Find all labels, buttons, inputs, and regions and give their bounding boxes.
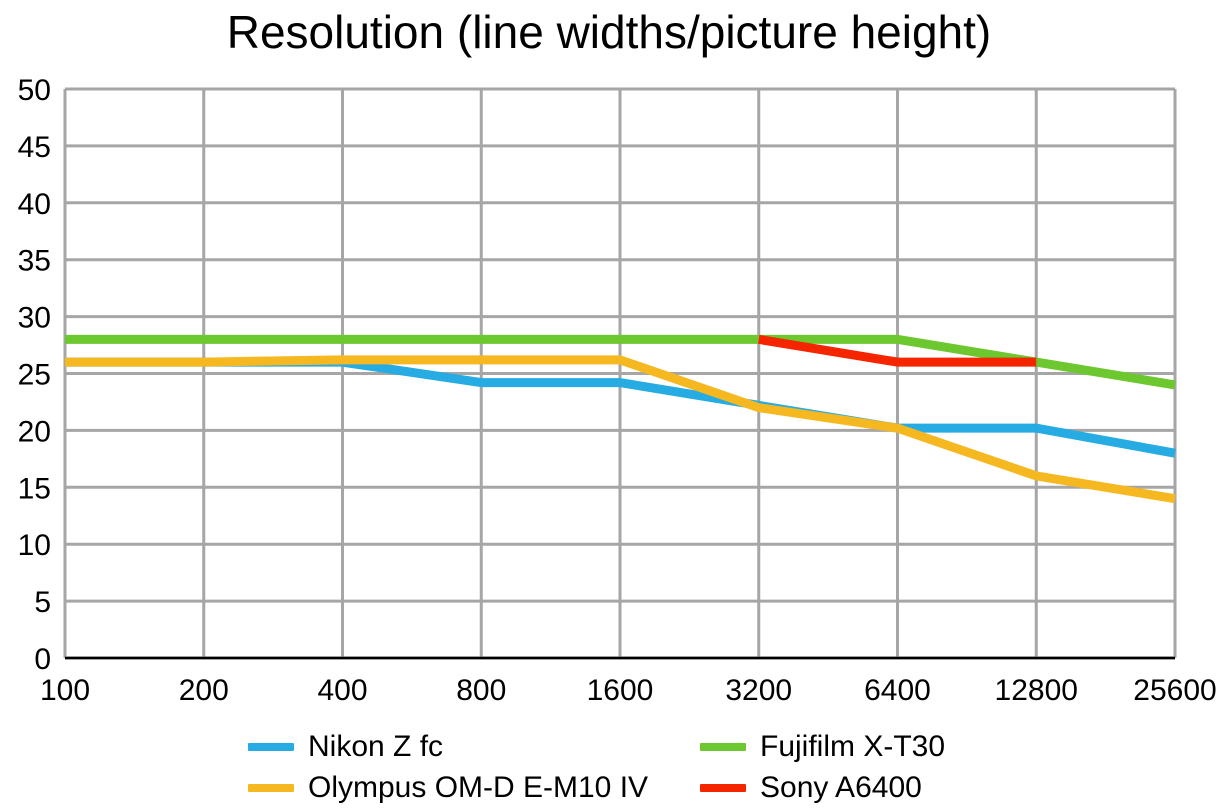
x-axis-tick-label: 6400 <box>864 674 931 707</box>
y-axis-tick-labels: 0 5 10 15 20 25 30 35 40 45 50 <box>18 74 51 676</box>
series-line <box>65 334 1176 390</box>
legend-label-olympus: Olympus OM-D E-M10 IV <box>308 770 649 804</box>
legend-item-sony[interactable]: Sony A6400 <box>700 767 988 808</box>
y-axis-tick-label: 10 <box>18 529 51 562</box>
chart-title: Resolution (line widths/picture height) <box>226 6 992 58</box>
x-axis-tick-label: 400 <box>317 674 367 707</box>
x-axis-tick-label: 200 <box>179 674 229 707</box>
x-axis-tick-label: 800 <box>456 674 506 707</box>
gridlines <box>63 87 1177 660</box>
legend-label-sony: Sony A6400 <box>760 770 922 804</box>
x-axis-tick-label: 1600 <box>587 674 654 707</box>
y-axis-tick-label: 0 <box>34 643 51 676</box>
legend-item-fujifilm[interactable]: Fujifilm X-T30 <box>700 726 988 767</box>
y-axis-tick-label: 35 <box>18 245 51 278</box>
y-axis-tick-label: 30 <box>18 302 51 335</box>
legend-item-olympus[interactable]: Olympus OM-D E-M10 IV <box>248 767 700 808</box>
y-axis-tick-label: 15 <box>18 472 51 505</box>
chart-legend: Nikon Z fc Fujifilm X-T30 Olympus OM-D E… <box>248 726 988 808</box>
y-axis-tick-label: 5 <box>34 586 51 619</box>
x-axis-tick-label: 3200 <box>725 674 792 707</box>
legend-swatch-olympus-icon <box>248 783 294 792</box>
x-axis-tick-label: 25600 <box>1133 674 1216 707</box>
series-lines <box>65 334 1176 504</box>
series-line <box>65 355 1176 504</box>
y-axis-tick-label: 50 <box>18 74 51 107</box>
x-axis-tick-label: 100 <box>40 674 90 707</box>
x-axis-tick-labels: 100 200 400 800 1600 3200 6400 12800 25600 <box>40 674 1217 707</box>
legend-swatch-sony-icon <box>700 783 746 792</box>
legend-swatch-nikon-icon <box>248 742 294 751</box>
legend-swatch-fujifilm-icon <box>700 742 746 751</box>
y-axis-tick-label: 45 <box>18 131 51 164</box>
y-axis-tick-label: 20 <box>18 415 51 448</box>
legend-label-fujifilm: Fujifilm X-T30 <box>760 729 946 763</box>
x-axis-tick-label: 12800 <box>995 674 1078 707</box>
series-line <box>758 334 1037 367</box>
y-axis-tick-label: 25 <box>18 359 51 392</box>
y-axis-tick-label: 40 <box>18 188 51 221</box>
legend-label-nikon: Nikon Z fc <box>308 729 444 763</box>
legend-item-nikon[interactable]: Nikon Z fc <box>248 726 700 767</box>
